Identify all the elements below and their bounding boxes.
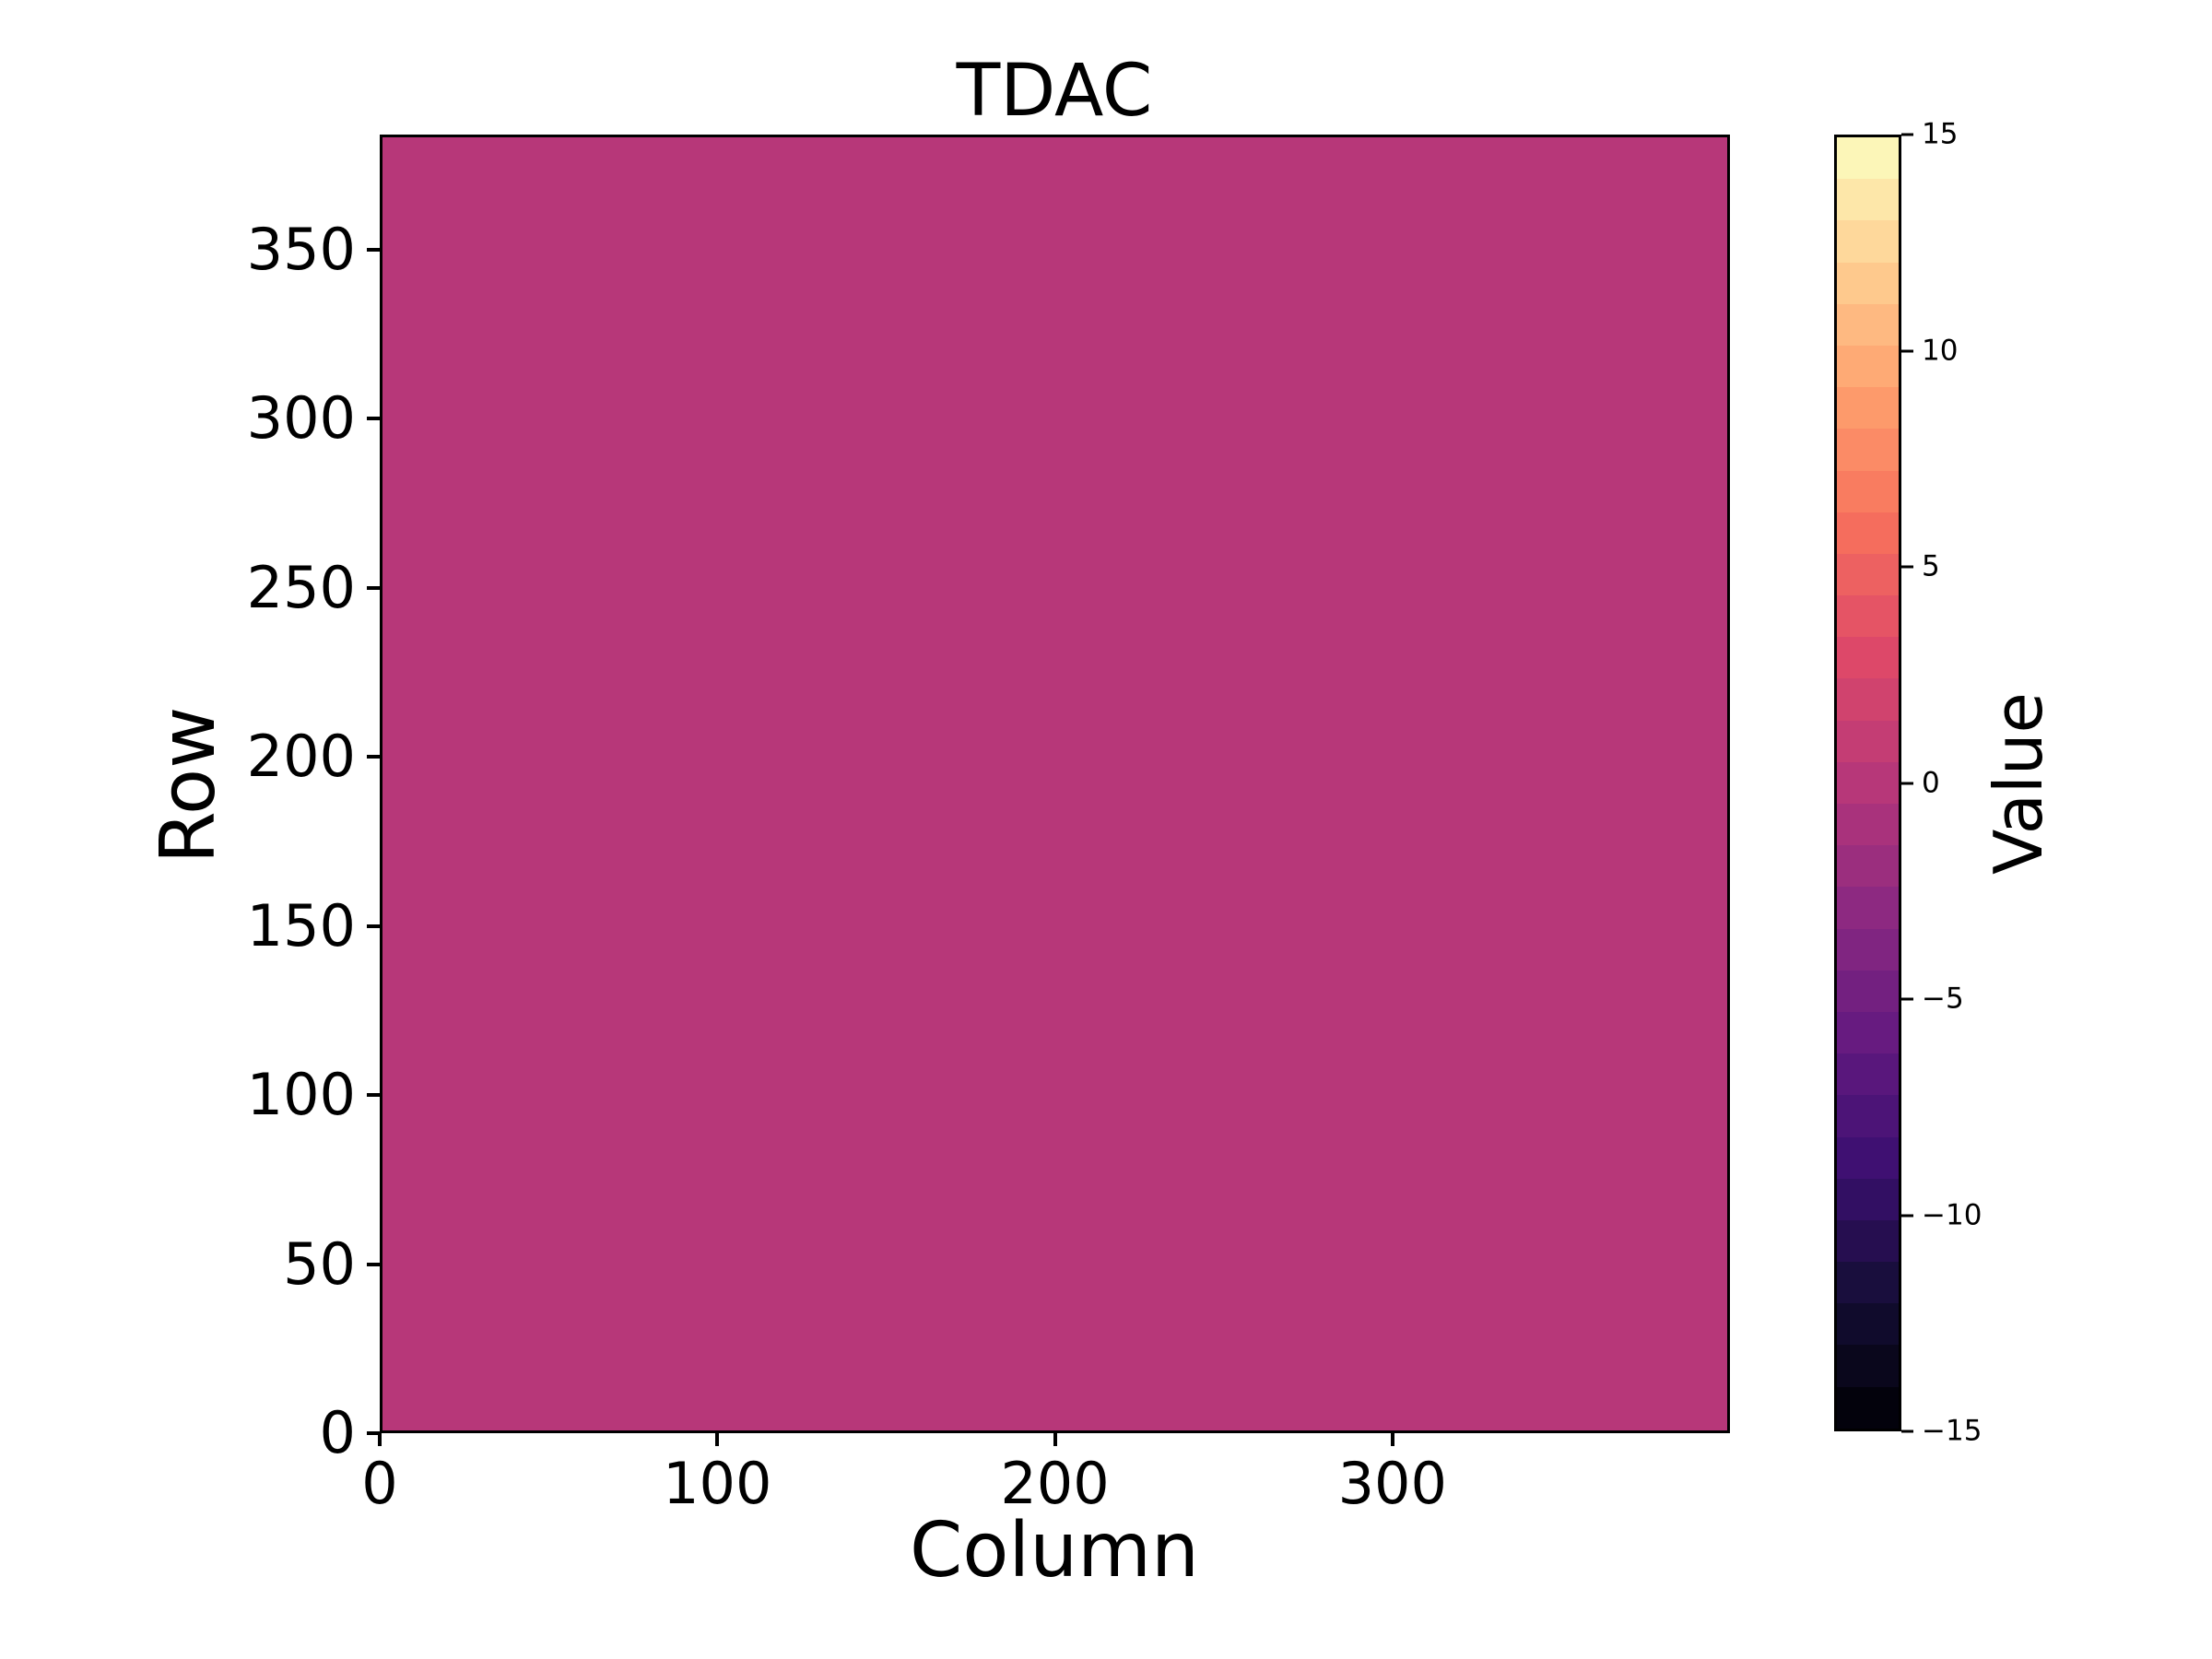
colorbar-band <box>1837 345 1899 388</box>
colorbar-label: Value <box>1980 692 2057 875</box>
x-tick-mark <box>378 1433 382 1446</box>
colorbar-tick-label: 10 <box>1922 334 1959 367</box>
colorbar-band <box>1837 720 1899 762</box>
colorbar-band <box>1837 1303 1899 1346</box>
colorbar-band <box>1837 761 1899 804</box>
colorbar-tick-label: −15 <box>1922 1414 1983 1448</box>
colorbar <box>1834 135 1901 1431</box>
colorbar-tick-mark <box>1901 782 1913 784</box>
colorbar-band <box>1837 845 1899 888</box>
y-tick-mark <box>367 1262 380 1266</box>
colorbar-tick-label: 15 <box>1922 117 1959 151</box>
y-tick-mark <box>367 1431 380 1435</box>
colorbar-band <box>1837 220 1899 263</box>
x-tick-label: 300 <box>1337 1450 1447 1517</box>
colorbar-band <box>1837 928 1899 971</box>
x-tick-label: 100 <box>663 1450 772 1517</box>
y-tick-label: 0 <box>319 1399 356 1466</box>
colorbar-band <box>1837 595 1899 638</box>
colorbar-tick-label: −10 <box>1922 1198 1983 1231</box>
x-tick-label: 200 <box>1000 1450 1110 1517</box>
colorbar-band <box>1837 970 1899 1012</box>
y-tick-label: 200 <box>246 723 356 791</box>
x-tick-mark <box>1053 1433 1057 1446</box>
colorbar-tick-label: 5 <box>1922 549 1940 583</box>
y-tick-mark <box>367 585 380 590</box>
colorbar-band <box>1837 179 1899 221</box>
colorbar-band <box>1837 1178 1899 1220</box>
y-tick-label: 50 <box>283 1230 356 1298</box>
colorbar-band <box>1837 512 1899 554</box>
y-tick-label: 300 <box>246 384 356 453</box>
colorbar-band <box>1837 887 1899 929</box>
colorbar-tick-mark <box>1901 1214 1913 1217</box>
colorbar-band <box>1837 678 1899 721</box>
y-tick-mark <box>367 755 380 759</box>
colorbar-band <box>1837 470 1899 512</box>
colorbar-tick-mark <box>1901 349 1913 352</box>
colorbar-band <box>1837 553 1899 596</box>
x-tick-mark <box>1390 1433 1394 1446</box>
colorbar-tick-label: 0 <box>1922 766 1940 799</box>
colorbar-band <box>1837 1053 1899 1096</box>
y-tick-label: 350 <box>246 215 356 283</box>
colorbar-tick-label: −5 <box>1922 982 1964 1016</box>
colorbar-band <box>1837 1345 1899 1387</box>
colorbar-band <box>1837 637 1899 679</box>
colorbar-band <box>1837 1136 1899 1179</box>
y-tick-label: 100 <box>246 1061 356 1129</box>
colorbar-tick-mark <box>1901 565 1913 569</box>
x-tick-label: 0 <box>361 1450 398 1517</box>
y-tick-mark <box>367 247 380 252</box>
heatmap-plot-area <box>380 135 1730 1433</box>
colorbar-band <box>1837 429 1899 471</box>
colorbar-tick-mark <box>1901 1430 1913 1433</box>
colorbar-band <box>1837 387 1899 429</box>
y-tick-mark <box>367 1093 380 1098</box>
colorbar-band <box>1837 1095 1899 1137</box>
y-tick-mark <box>367 924 380 928</box>
colorbar-band <box>1837 1011 1899 1054</box>
x-tick-mark <box>715 1433 720 1446</box>
colorbar-band <box>1837 1262 1899 1304</box>
colorbar-tick-mark <box>1901 133 1913 136</box>
y-tick-mark <box>367 417 380 421</box>
x-axis-label: Column <box>909 1507 1200 1594</box>
y-tick-label: 250 <box>246 553 356 621</box>
colorbar-band <box>1837 262 1899 304</box>
y-axis-label: Row <box>145 706 232 865</box>
colorbar-tick-mark <box>1901 997 1913 1001</box>
colorbar-band <box>1837 804 1899 846</box>
y-tick-label: 150 <box>246 891 356 959</box>
colorbar-band <box>1837 1386 1899 1429</box>
colorbar-band <box>1837 303 1899 346</box>
colorbar-band <box>1837 1219 1899 1263</box>
chart-title: TDAC <box>956 50 1153 133</box>
colorbar-band <box>1837 137 1899 180</box>
